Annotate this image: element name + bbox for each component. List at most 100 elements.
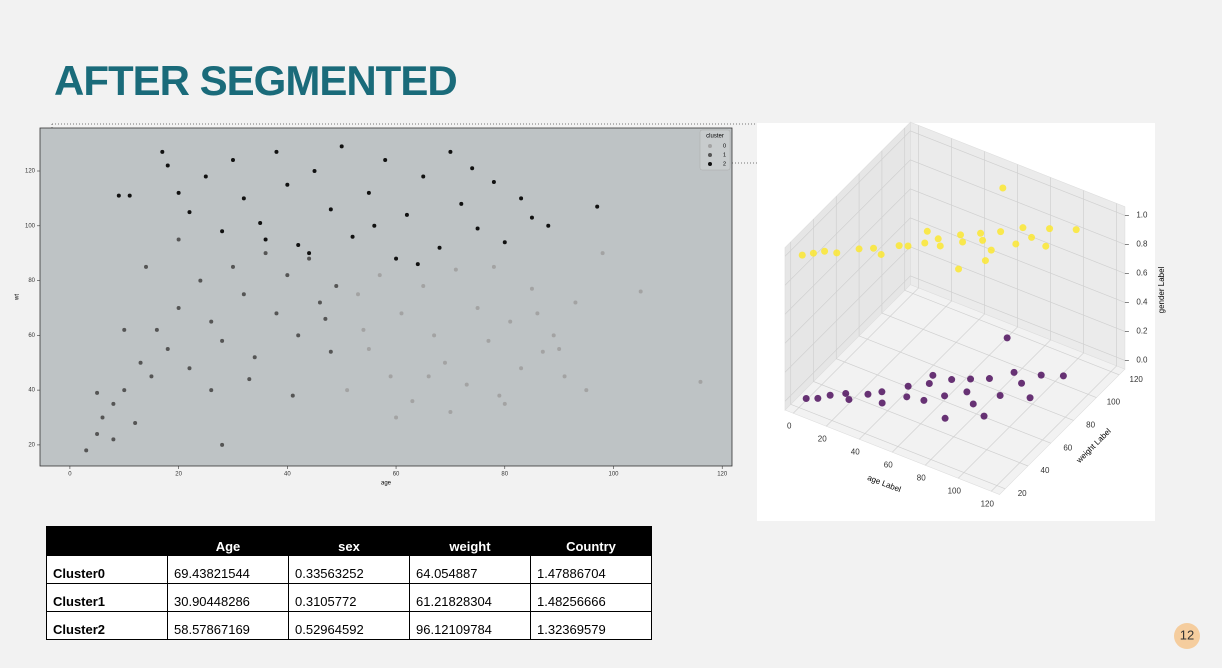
- z-tick-label: 0.0: [1136, 356, 1148, 365]
- scatter-point: [959, 238, 967, 246]
- page-number: 12: [1180, 627, 1194, 642]
- plot-area: [39, 127, 733, 467]
- scatter-point: [388, 374, 393, 379]
- legend-marker: [708, 153, 712, 157]
- scatter-point: [977, 229, 985, 237]
- scatter-point: [842, 389, 850, 397]
- scatter-point: [187, 210, 192, 215]
- y-tick-label: 20: [28, 442, 35, 448]
- scatter-point: [698, 379, 703, 384]
- scatter-point: [274, 149, 279, 154]
- table-cell: 30.90448286: [167, 583, 289, 612]
- scatter-point: [987, 246, 995, 254]
- table-cell: 1.48256666: [530, 583, 652, 612]
- scatter-point: [421, 174, 426, 179]
- scatter-point: [285, 273, 290, 278]
- scatter-point: [339, 144, 344, 149]
- y-tick-label: 40: [1041, 466, 1050, 475]
- scatter-point: [296, 242, 301, 247]
- table-row: Cluster0 69.43821544 0.33563252 64.054887 1.…: [46, 555, 652, 584]
- scatter-point: [176, 237, 181, 242]
- scatter-point: [220, 338, 225, 343]
- scatter-point: [870, 244, 878, 252]
- y-axis-label: wt: [15, 294, 21, 301]
- scatter-point: [1037, 371, 1045, 379]
- scatter-point: [421, 284, 426, 289]
- scatter-point: [437, 245, 442, 250]
- table-cell: 61.21828304: [409, 583, 531, 612]
- scatter-point: [328, 207, 333, 212]
- scatter-point: [263, 237, 268, 242]
- scatter-point: [323, 316, 328, 321]
- header-cell: sex: [288, 526, 410, 556]
- scatter-point: [176, 305, 181, 310]
- scatter-point: [274, 311, 279, 316]
- scatter-point: [464, 382, 469, 387]
- grid-line: [892, 164, 1019, 453]
- y-tick-label: 80: [28, 278, 35, 284]
- scatter-point: [448, 149, 453, 154]
- table-cell: Cluster1: [46, 583, 168, 612]
- y-tick-label: 100: [25, 223, 36, 229]
- z-tick-label: 0.8: [1136, 240, 1148, 249]
- scatter-point: [941, 392, 949, 400]
- scatter-point: [230, 264, 235, 269]
- scatter-point: [328, 349, 333, 354]
- grid-line: [793, 125, 920, 414]
- scatter-point: [350, 234, 355, 239]
- table-header: Age sex weight Country: [46, 526, 652, 556]
- grid-line: [784, 275, 1126, 402]
- x-tick-label: 60: [884, 460, 893, 469]
- scatter-point: [920, 396, 928, 404]
- scatter-point: [220, 442, 225, 447]
- x-tick-label: 100: [608, 472, 619, 478]
- scatter-point: [263, 251, 268, 256]
- scatter-point: [1059, 372, 1067, 380]
- scatter-point: [165, 163, 170, 168]
- scatter-point: [957, 231, 965, 239]
- scatter-point: [220, 229, 225, 234]
- scatter-point: [878, 399, 886, 407]
- scatter-point: [833, 249, 841, 257]
- legend-label: 0: [723, 143, 726, 149]
- table-cell: 64.054887: [409, 555, 531, 584]
- scatter-point: [491, 179, 496, 184]
- scatter-point: [372, 223, 377, 228]
- scatter-point: [144, 264, 149, 269]
- scatter-point: [519, 196, 524, 201]
- scatter-point: [981, 257, 989, 265]
- scatter-point: [165, 347, 170, 352]
- scatter-point: [941, 414, 949, 422]
- scatter-point: [111, 437, 116, 442]
- scatter-point: [285, 182, 290, 187]
- scatter-point: [312, 169, 317, 174]
- scatter-point: [821, 247, 829, 255]
- z-tick-label: 1.0: [1136, 211, 1148, 220]
- grid-line: [784, 217, 1126, 344]
- scatter-point: [826, 391, 834, 399]
- scatter-point: [410, 399, 415, 404]
- scatter-point: [921, 239, 929, 247]
- scatter-point: [176, 190, 181, 195]
- scatter-point: [442, 360, 447, 365]
- scatter-point: [432, 333, 437, 338]
- y-tick-label: 100: [1107, 398, 1121, 407]
- table-cell: 1.32369579: [530, 611, 652, 640]
- scatter-point: [241, 196, 246, 201]
- scatter-point: [519, 366, 524, 371]
- scatter-point: [584, 388, 589, 393]
- table-cell: 58.57867169: [167, 611, 289, 640]
- scatter-point: [996, 391, 1004, 399]
- x-tick-label: 80: [917, 473, 926, 482]
- y-tick-label: 20: [1018, 489, 1027, 498]
- scatter-point: [948, 376, 956, 384]
- scatter-point: [209, 319, 214, 324]
- scatter-point: [529, 286, 534, 291]
- scatter-point: [1010, 368, 1018, 376]
- legend-title: cluster: [706, 134, 724, 140]
- scatter-point: [486, 338, 491, 343]
- table-row: Cluster2 58.57867169 0.52964592 96.12109784…: [46, 611, 652, 640]
- scatter-point: [904, 242, 912, 250]
- scatter-point: [1046, 225, 1054, 233]
- scatter-point: [562, 374, 567, 379]
